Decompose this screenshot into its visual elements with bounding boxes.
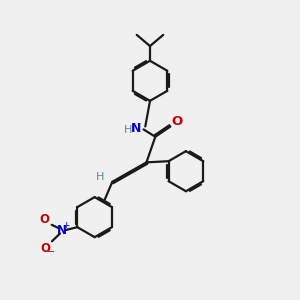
- Text: N: N: [57, 224, 67, 237]
- Text: N: N: [131, 122, 142, 135]
- Text: O: O: [40, 242, 50, 255]
- Text: O: O: [171, 115, 182, 128]
- Text: −: −: [47, 247, 55, 257]
- Text: H: H: [96, 172, 104, 182]
- Text: H: H: [124, 125, 132, 135]
- Text: O: O: [40, 213, 50, 226]
- Text: +: +: [62, 221, 70, 230]
